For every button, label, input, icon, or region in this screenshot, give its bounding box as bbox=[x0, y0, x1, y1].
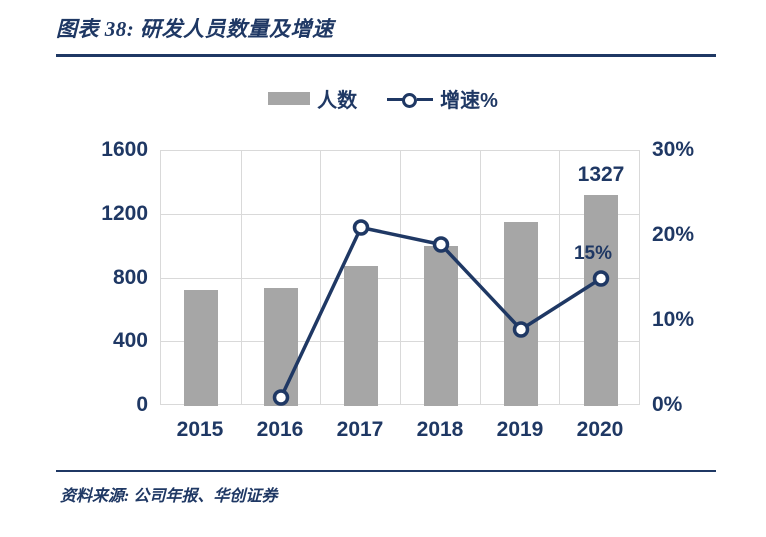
gridline-vertical bbox=[400, 151, 401, 404]
x-axis-tick-2018: 2018 bbox=[416, 418, 464, 441]
bar-2019 bbox=[504, 222, 538, 406]
title-block: 图表 38: 研发人员数量及增速 bbox=[56, 14, 716, 62]
gridline-vertical bbox=[240, 151, 242, 404]
legend-label-line: 增速% bbox=[440, 90, 498, 112]
line-marker-2019 bbox=[512, 321, 530, 338]
line-path bbox=[279, 225, 602, 399]
y-axis-left-tick: 1200 bbox=[101, 201, 148, 225]
legend-item-bars: 人数 bbox=[268, 84, 357, 113]
y-axis-right: 30% 20% 10% 0% bbox=[652, 138, 732, 416]
line-series bbox=[272, 219, 610, 406]
page-title: 图表 38: 研发人员数量及增速 bbox=[56, 17, 334, 41]
line-marker-2020 bbox=[592, 270, 610, 287]
legend-item-line: 增速% bbox=[387, 84, 498, 113]
x-axis-tick-2020: 2020 bbox=[576, 418, 624, 441]
bar-2017 bbox=[344, 265, 378, 406]
y-axis-right-tick: 30% bbox=[652, 138, 695, 161]
y-axis-right-tick: 20% bbox=[652, 222, 695, 246]
x-axis-tick-2015: 2015 bbox=[176, 418, 224, 441]
gridline-vertical bbox=[479, 151, 481, 404]
source-note: 资料来源: 公司年报、华创证券 bbox=[60, 488, 278, 505]
bar-2016 bbox=[264, 288, 298, 406]
legend-line-swatch-icon bbox=[387, 92, 434, 108]
x-axis-tick-2017: 2017 bbox=[336, 418, 384, 441]
title-divider bbox=[56, 54, 716, 57]
line-marker-2016 bbox=[272, 389, 290, 406]
y-axis-right-tick: 10% bbox=[652, 308, 695, 331]
y-axis-left-tick: 800 bbox=[112, 265, 148, 289]
y-axis-left-tick: 400 bbox=[112, 329, 148, 353]
legend-bar-swatch-icon bbox=[268, 92, 311, 105]
bar-value-label-2020: 1327 bbox=[577, 162, 625, 186]
plot-area: 1327 15% bbox=[160, 150, 640, 406]
legend-label-bars: 人数 bbox=[317, 90, 358, 112]
line-marker-2017 bbox=[352, 219, 370, 236]
x-axis-tick-2019: 2019 bbox=[496, 418, 544, 441]
gridline-vertical bbox=[320, 151, 322, 404]
bar-2018 bbox=[424, 246, 458, 406]
bar-2020 bbox=[584, 194, 618, 406]
source-divider bbox=[56, 470, 716, 472]
y-axis-right-tick: 0% bbox=[652, 393, 683, 416]
x-axis: 2015 2016 2017 2018 2019 2020 bbox=[160, 418, 640, 448]
gridline-vertical bbox=[559, 151, 561, 404]
line-marker-2018 bbox=[432, 236, 450, 253]
x-axis-tick-2016: 2016 bbox=[256, 418, 304, 441]
line-value-label-2020: 15% bbox=[573, 242, 613, 264]
chart-legend: 人数 增速% bbox=[0, 84, 766, 113]
bar-2015 bbox=[184, 290, 218, 406]
y-axis-left-tick: 1600 bbox=[101, 138, 148, 161]
y-axis-left: 1600 1200 800 400 0 bbox=[100, 138, 148, 416]
y-axis-left-tick: 0 bbox=[136, 393, 148, 416]
